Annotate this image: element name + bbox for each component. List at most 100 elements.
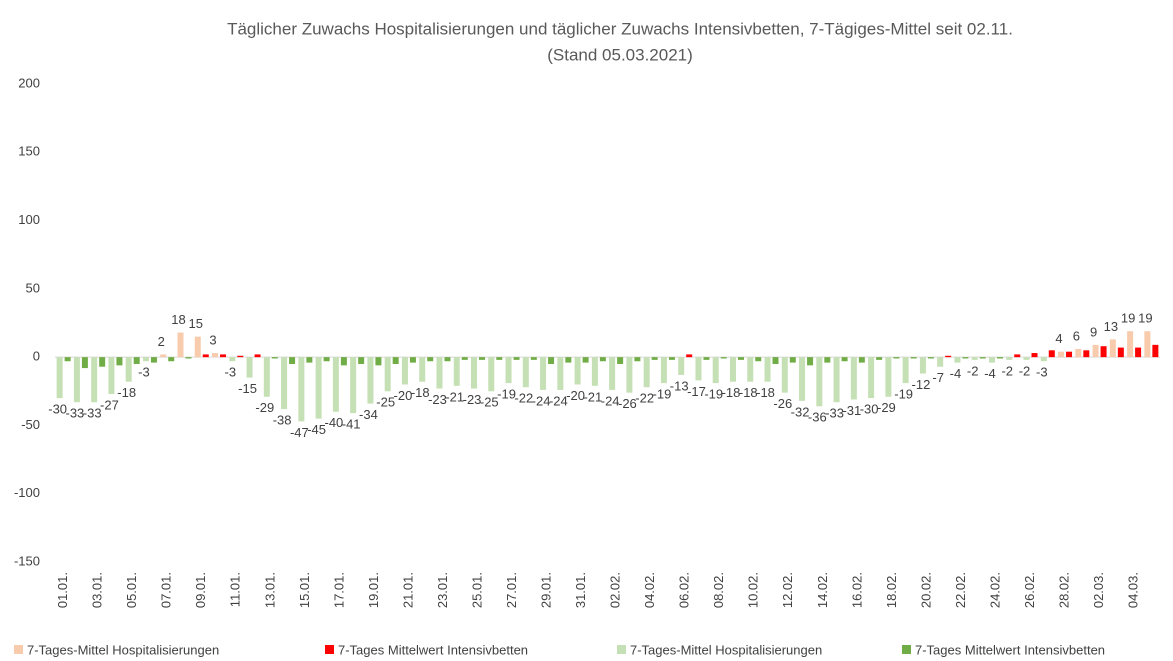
- x-tick-label: 12.02.: [780, 572, 795, 608]
- data-label: -18: [117, 385, 136, 400]
- bar: [513, 357, 520, 360]
- data-label: -18: [739, 385, 758, 400]
- bar: [1014, 354, 1021, 358]
- bar: [323, 357, 330, 362]
- bar: [824, 357, 831, 363]
- bar: [220, 354, 227, 358]
- bar: [1031, 353, 1038, 358]
- data-label: -19: [653, 387, 672, 402]
- data-label: -20: [566, 388, 585, 403]
- bar: [574, 357, 581, 385]
- bar: [979, 357, 986, 359]
- data-label: -29: [255, 400, 274, 415]
- data-label: -18: [722, 385, 741, 400]
- data-label: -3: [138, 365, 150, 380]
- data-label: -18: [756, 385, 775, 400]
- bar: [893, 357, 900, 359]
- bar: [634, 357, 641, 362]
- bar: [799, 357, 806, 401]
- bar: [902, 357, 909, 384]
- data-label: -29: [877, 400, 896, 415]
- data-label: -21: [583, 389, 602, 404]
- bar: [712, 357, 719, 384]
- bar: [160, 354, 167, 358]
- y-tick-label: -50: [21, 417, 40, 432]
- bar: [237, 355, 244, 358]
- y-tick-label: 50: [26, 280, 40, 295]
- bar: [99, 357, 106, 367]
- data-label: -3: [1036, 365, 1048, 380]
- bar: [868, 357, 875, 399]
- bar: [885, 357, 892, 397]
- data-label: -41: [342, 417, 361, 432]
- bar: [367, 357, 374, 404]
- y-tick-label: 200: [18, 75, 40, 90]
- data-label: -23: [428, 392, 447, 407]
- data-label: -45: [307, 422, 326, 437]
- x-tick-label: 26.02.: [1022, 572, 1037, 608]
- bar: [971, 357, 978, 360]
- bar: [910, 357, 917, 359]
- chart-title: Täglicher Zuwachs Hospitalisierungen und…: [227, 19, 1013, 38]
- bar: [937, 357, 944, 367]
- bar: [263, 357, 270, 397]
- bar: [609, 357, 616, 390]
- data-label: -40: [324, 415, 343, 430]
- bar: [73, 357, 80, 403]
- data-label: -32: [791, 404, 810, 419]
- bar: [643, 357, 650, 388]
- legend-swatch: [617, 645, 626, 654]
- bar: [108, 357, 115, 395]
- data-label: -36: [808, 410, 827, 425]
- bar: [496, 357, 503, 360]
- data-label: -17: [687, 384, 706, 399]
- bar: [858, 357, 865, 363]
- bar: [1083, 350, 1090, 358]
- data-label: -4: [950, 366, 962, 381]
- x-tick-label: 18.02.: [884, 572, 899, 608]
- bar: [617, 357, 624, 364]
- bar: [125, 357, 132, 382]
- x-tick-label: 11.01.: [228, 572, 243, 607]
- bar: [729, 357, 736, 382]
- data-label: -24: [549, 393, 568, 408]
- bar: [133, 357, 140, 364]
- bar: [91, 357, 98, 403]
- bar: [850, 357, 857, 400]
- bar: [202, 354, 209, 358]
- bar: [401, 357, 408, 385]
- data-label: -19: [704, 387, 723, 402]
- data-label: -30: [860, 402, 879, 417]
- bar: [350, 357, 357, 414]
- data-label: 19: [1138, 311, 1152, 326]
- x-tick-label: 04.02.: [642, 572, 657, 608]
- bar: [444, 357, 451, 362]
- bar: [876, 357, 883, 360]
- data-label: -18: [411, 385, 430, 400]
- data-label: -22: [635, 391, 654, 406]
- bar: [64, 357, 71, 362]
- data-label: 18: [171, 312, 185, 327]
- data-label: -13: [670, 378, 689, 393]
- bar: [996, 357, 1003, 359]
- bar: [298, 357, 305, 422]
- x-tick-label: 16.02.: [849, 572, 864, 608]
- data-label: 19: [1121, 311, 1135, 326]
- x-tick-label: 10.02.: [746, 572, 761, 608]
- data-label: -20: [394, 388, 413, 403]
- bar: [548, 357, 555, 364]
- bar: [703, 357, 710, 360]
- bar: [384, 357, 391, 392]
- bar: [737, 357, 744, 360]
- bar: [582, 357, 589, 363]
- bar: [1144, 331, 1151, 358]
- legend-label: 7-Tages Mittelwert Intensivbetten: [338, 642, 528, 657]
- x-tick-label: 02.02.: [608, 572, 623, 608]
- bar: [1152, 344, 1159, 358]
- y-tick-label: 150: [18, 144, 40, 159]
- bar: [988, 357, 995, 363]
- bar: [229, 357, 236, 362]
- bar: [281, 357, 288, 410]
